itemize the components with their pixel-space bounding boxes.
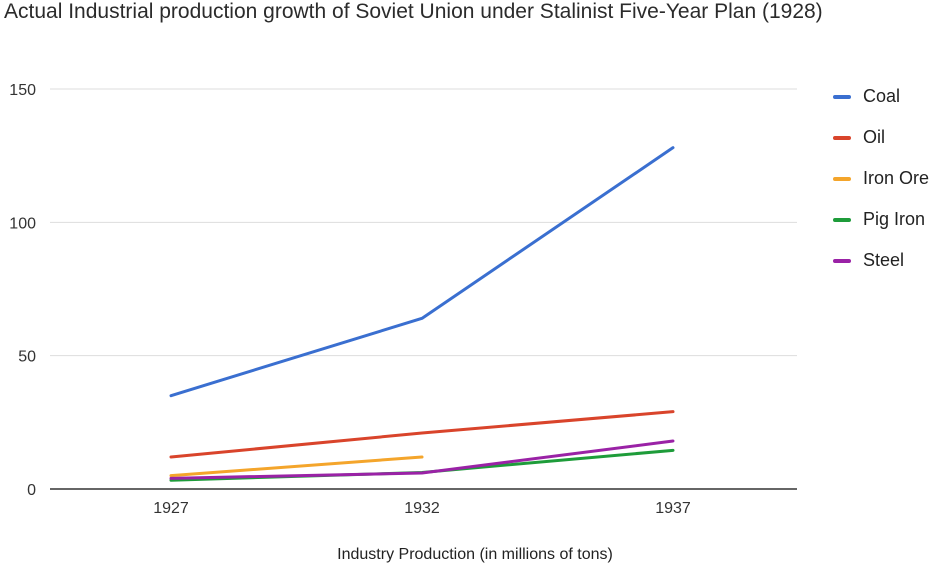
legend-label: Pig Iron [863, 209, 926, 229]
legend: Coal Oil Iron Ore Pig Iron Steel [833, 76, 929, 281]
gridlines [50, 88, 797, 490]
x-tick-label: 1937 [655, 500, 691, 517]
x-tick-label: 1927 [153, 500, 189, 517]
legend-swatch [833, 94, 851, 99]
y-tick-labels: 0 50 100 150 [9, 82, 36, 499]
x-tick-label: 1932 [404, 500, 440, 517]
legend-label: Iron Ore [863, 168, 930, 188]
y-tick-label: 50 [18, 349, 36, 366]
legend-label: Coal [863, 86, 901, 106]
series-lines [169, 146, 675, 482]
legend-swatch [833, 176, 851, 181]
legend-item: Oil [833, 117, 929, 158]
legend-item: Pig Iron [833, 199, 929, 240]
series-line-iron-ore [169, 455, 424, 478]
series-line-coal [169, 146, 675, 398]
x-axis-label: Industry Production (in millions of tons… [337, 546, 613, 563]
series-line-steel [169, 439, 675, 480]
legend-swatch [833, 258, 851, 263]
legend-label: Steel [863, 250, 905, 270]
x-tick-labels: 1927 1932 1937 [153, 500, 691, 517]
series-line-oil [169, 410, 675, 459]
legend-swatch [833, 217, 851, 222]
legend-swatch [833, 135, 851, 140]
legend-item: Iron Ore [833, 158, 929, 199]
chart-title: Actual Industrial production growth of S… [4, 0, 823, 23]
legend-item: Steel [833, 240, 929, 281]
legend-item: Coal [833, 76, 929, 117]
y-tick-label: 100 [9, 215, 36, 232]
legend-label: Oil [863, 127, 885, 147]
y-tick-label: 0 [27, 482, 36, 499]
y-tick-label: 150 [9, 82, 36, 99]
